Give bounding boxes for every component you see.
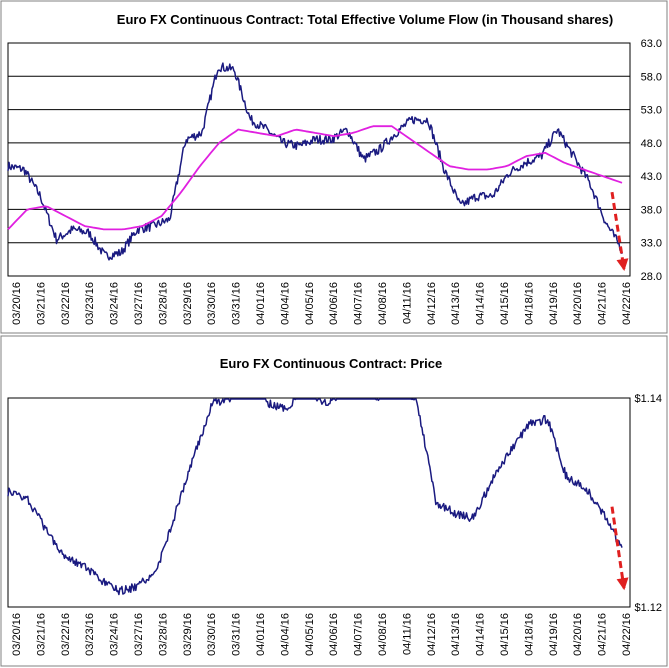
x-tick-label: 03/20/16	[11, 282, 23, 325]
x-tick-label: 04/18/16	[523, 282, 535, 325]
x-tick-label: 04/21/16	[597, 613, 609, 656]
y-tick-label: $1.14	[634, 393, 662, 405]
price-x-axis: 03/20/16 03/21/16 03/22/16 03/23/16 03/24/16…	[11, 613, 633, 656]
x-tick-label: 04/01/16	[255, 282, 267, 325]
x-tick-label: 03/23/16	[84, 282, 96, 325]
y-tick-label: 63.0	[641, 38, 662, 50]
x-tick-label: 03/22/16	[60, 613, 72, 656]
x-tick-label: 03/28/16	[157, 613, 169, 656]
x-tick-label: 03/23/16	[84, 613, 96, 656]
price-panel: Euro FX Continuous Contract: Price $1.14…	[0, 335, 668, 667]
price-series	[7, 398, 623, 596]
x-tick-label: 03/31/16	[231, 282, 243, 325]
volume-flow-annotations	[610, 191, 629, 271]
trend-arrow-head	[616, 258, 629, 271]
y-tick-label: 28.0	[641, 271, 662, 283]
series-line-main	[7, 398, 623, 596]
volume-flow-y-axis: 63.0 58.0 53.0 48.0 43.0 38.0 33.0 28.0	[641, 38, 662, 283]
x-tick-label: 04/20/16	[572, 613, 584, 656]
x-tick-label: 03/29/16	[182, 613, 194, 656]
x-tick-label: 03/21/16	[35, 613, 47, 656]
x-tick-label: 04/12/16	[426, 282, 438, 325]
x-tick-label: 03/29/16	[182, 282, 194, 325]
x-tick-label: 04/12/16	[426, 613, 438, 656]
y-tick-label: 53.0	[641, 105, 662, 117]
x-tick-label: 04/22/16	[621, 613, 633, 656]
x-tick-label: 03/27/16	[133, 282, 145, 325]
volume-flow-title: Euro FX Continuous Contract: Total Effec…	[117, 12, 613, 27]
x-tick-label: 04/05/16	[304, 282, 316, 325]
price-plot-area	[7, 397, 631, 608]
series-line-average	[7, 125, 623, 231]
x-tick-label: 04/18/16	[523, 613, 535, 656]
y-tick-label: 43.0	[641, 171, 662, 183]
x-tick-label: 04/13/16	[450, 282, 462, 325]
x-tick-label: 04/14/16	[475, 613, 487, 656]
x-tick-label: 04/06/16	[328, 282, 340, 325]
x-tick-label: 03/20/16	[11, 613, 23, 656]
x-tick-label: 03/30/16	[206, 282, 218, 325]
y-tick-label: 38.0	[641, 204, 662, 216]
x-tick-label: 04/14/16	[475, 282, 487, 325]
x-tick-label: 03/28/16	[157, 282, 169, 325]
x-tick-label: 04/04/16	[279, 613, 291, 656]
x-tick-label: 04/20/16	[572, 282, 584, 325]
trend-arrow-shaft	[610, 191, 626, 270]
x-tick-label: 04/06/16	[328, 613, 340, 656]
volume-flow-panel: Euro FX Continuous Contract: Total Effec…	[0, 0, 668, 334]
x-tick-label: 04/11/16	[401, 613, 413, 655]
x-tick-label: 04/13/16	[450, 613, 462, 656]
x-tick-label: 04/19/16	[548, 282, 560, 325]
x-tick-label: 04/11/16	[401, 282, 413, 324]
x-tick-label: 04/08/16	[377, 613, 389, 656]
x-tick-label: 04/08/16	[377, 282, 389, 325]
trend-arrow-shaft	[610, 506, 626, 589]
x-tick-label: 04/07/16	[353, 282, 365, 325]
x-tick-label: 04/15/16	[499, 282, 511, 325]
series-line-main	[7, 62, 623, 261]
volume-flow-plot-area	[7, 42, 631, 277]
y-tick-label: $1.12	[634, 602, 662, 614]
x-tick-label: 04/07/16	[353, 613, 365, 656]
price-y-axis: $1.14 $1.12	[634, 393, 662, 614]
x-tick-label: 04/15/16	[499, 613, 511, 656]
y-tick-label: 48.0	[641, 138, 662, 150]
x-tick-label: 03/31/16	[231, 613, 243, 656]
volume-flow-grid	[8, 75, 630, 244]
volume-flow-x-axis: 03/20/16 03/21/16 03/22/16 03/23/16 03/24/16…	[11, 282, 633, 325]
y-tick-label: 33.0	[641, 238, 662, 250]
x-tick-label: 03/27/16	[133, 613, 145, 656]
x-tick-label: 03/21/16	[35, 282, 47, 325]
x-tick-label: 03/22/16	[60, 282, 72, 325]
x-tick-label: 04/21/16	[597, 282, 609, 325]
trend-arrow-head	[616, 577, 629, 591]
price-title: Euro FX Continuous Contract: Price	[220, 356, 442, 371]
x-tick-label: 04/01/16	[255, 613, 267, 656]
x-tick-label: 04/05/16	[304, 613, 316, 656]
volume-flow-series	[7, 62, 623, 261]
y-tick-label: 58.0	[641, 71, 662, 83]
x-tick-label: 04/22/16	[621, 282, 633, 325]
x-tick-label: 03/24/16	[109, 282, 121, 325]
price-annotations	[610, 506, 629, 591]
x-tick-label: 03/30/16	[206, 613, 218, 656]
x-tick-label: 04/19/16	[548, 613, 560, 656]
x-tick-label: 03/24/16	[109, 613, 121, 656]
x-tick-label: 04/04/16	[279, 282, 291, 325]
